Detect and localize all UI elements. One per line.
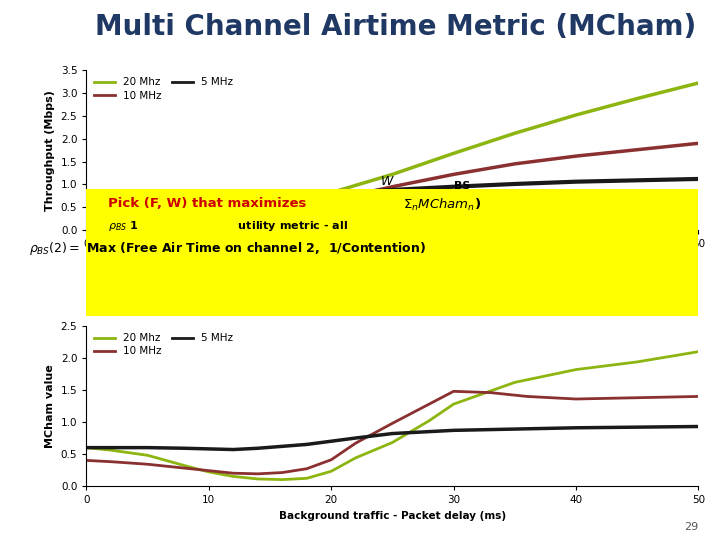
Text: 29: 29 bbox=[684, 522, 698, 532]
Y-axis label: Throughput (Mbps): Throughput (Mbps) bbox=[45, 90, 55, 211]
Text: Multi Channel Airtime Metric (MCham): Multi Channel Airtime Metric (MCham) bbox=[95, 14, 697, 42]
Y-axis label: MCham value: MCham value bbox=[45, 364, 55, 448]
Text: $c\!\in\!(F,\!W)$: $c\!\in\!(F,\!W)$ bbox=[399, 208, 437, 220]
Text: $\rho_n\,(c)$: $\rho_n\,(c)$ bbox=[472, 194, 502, 208]
Bar bbox=[325, 230, 356, 238]
Text: BS: BS bbox=[454, 180, 470, 191]
Bar bbox=[410, 230, 497, 238]
Text: $\rho_{BS}(2) = $ Max (Free Air Time on channel 2,  1/Contention): $\rho_{BS}(2) = $ Max (Free Air Time on … bbox=[29, 240, 426, 257]
Text: $\rho_{BS}$ 1                          utility metric - all: $\rho_{BS}$ 1 utility metric - all bbox=[108, 219, 348, 233]
X-axis label: Background traffic - Packet delay (ms): Background traffic - Packet delay (ms) bbox=[279, 511, 506, 521]
Bar bbox=[356, 230, 410, 238]
Text: Pick (F, W) that maximizes: Pick (F, W) that maximizes bbox=[108, 197, 307, 210]
Text: MCham  (F, W) =: MCham (F, W) = bbox=[92, 200, 189, 210]
Text: $\Sigma_n MCham_n$): $\Sigma_n MCham_n$) bbox=[403, 197, 481, 213]
X-axis label: Background traffic - Packet delay (ms): Background traffic - Packet delay (ms) bbox=[279, 255, 506, 265]
Text: $W$: $W$ bbox=[380, 176, 395, 188]
Text: $S_{Mhz}$: $S_{Mhz}$ bbox=[325, 207, 348, 221]
Legend: 20 Mhz, 10 MHz, 5 MHz: 20 Mhz, 10 MHz, 5 MHz bbox=[91, 76, 235, 103]
Legend: 20 Mhz, 10 MHz, 5 MHz: 20 Mhz, 10 MHz, 5 MHz bbox=[91, 331, 235, 359]
